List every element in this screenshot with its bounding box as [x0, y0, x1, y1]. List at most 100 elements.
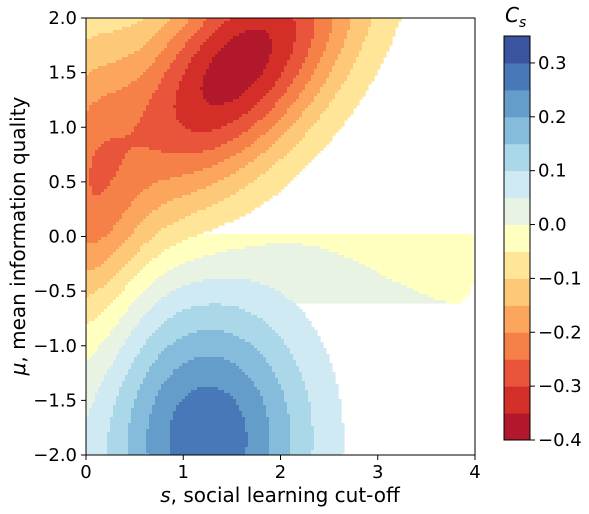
contour-cell [86, 75, 141, 79]
contour-cell [287, 408, 312, 412]
colorbar-tick-label: 0.1 [538, 161, 567, 182]
contour-cell [275, 102, 294, 106]
contour-cell [107, 369, 129, 373]
contour-cell [119, 294, 141, 298]
contour-cell [293, 42, 312, 46]
contour-cell [119, 321, 141, 325]
colorbar-level [504, 359, 530, 387]
contour-cell [254, 105, 276, 109]
contour-cell [335, 96, 363, 100]
contour-cell [281, 72, 300, 76]
contour-cell [344, 39, 366, 43]
contour-cell [287, 405, 312, 409]
contour-cell [344, 81, 372, 85]
contour-cell [275, 84, 291, 88]
contour-cell [86, 21, 138, 25]
contour-cell [293, 123, 315, 127]
contour-cell [86, 330, 111, 334]
contour-cell [293, 51, 309, 55]
contour-cell [134, 51, 162, 55]
contour-cell [305, 132, 336, 136]
contour-cell [278, 138, 303, 142]
contour-cell [170, 18, 189, 22]
contour-cell [221, 303, 297, 307]
contour-cell [302, 66, 318, 70]
contour-cell [341, 87, 369, 91]
contour-cell [146, 372, 174, 376]
contour-cell [302, 90, 321, 94]
contour-cell [161, 252, 216, 256]
contour-cell [218, 51, 273, 55]
contour-cell [143, 291, 171, 295]
contour-cell [155, 399, 183, 403]
contour-cell [134, 228, 162, 232]
contour-cell [266, 150, 291, 154]
contour-cell [140, 384, 162, 388]
colorbar-tick-label: −0.1 [538, 268, 582, 289]
contour-cell [290, 54, 309, 58]
contour-cell [176, 408, 240, 412]
contour-cell [86, 48, 141, 52]
contour-cell [170, 447, 246, 451]
contour-cell [86, 303, 111, 307]
contour-cell [86, 123, 138, 127]
contour-cell [401, 282, 474, 286]
contour-cell [335, 60, 357, 64]
colorbar-level [504, 116, 530, 145]
contour-cell [152, 306, 192, 310]
contour-cell [158, 84, 180, 88]
contour-cell [311, 417, 342, 421]
contour-cell [170, 453, 246, 455]
contour-cell [194, 357, 225, 361]
contour-cell [302, 114, 321, 118]
contour-cell [296, 144, 327, 148]
contour-cell [248, 438, 270, 442]
contour-cell [140, 387, 162, 391]
contour-cell [176, 54, 195, 58]
contour-cell [329, 75, 348, 79]
contour-cell [86, 168, 90, 172]
contour-cell [260, 174, 297, 178]
contour-cell [155, 279, 204, 283]
contour-cell [266, 66, 285, 70]
contour-cell [191, 390, 225, 394]
contour-cell [224, 21, 297, 25]
contour-cell [86, 63, 108, 67]
contour-cell [98, 390, 120, 394]
contour-cell [308, 396, 339, 400]
contour-cell [113, 228, 135, 232]
contour-cell [95, 396, 117, 400]
contour-cell [146, 375, 171, 379]
contour-cell [239, 96, 264, 100]
contour-cell [269, 450, 291, 454]
contour-cell [215, 147, 246, 151]
contour-cell [266, 411, 288, 415]
contour-cell [266, 414, 291, 418]
contour-cell [173, 222, 225, 226]
contour-cell [152, 237, 189, 241]
contour-cell [296, 36, 315, 40]
contour-cell [182, 27, 201, 31]
contour-cell [269, 285, 408, 289]
contour-cell [149, 423, 171, 427]
contour-cell [107, 234, 132, 238]
contour-cell [161, 78, 183, 82]
contour-cell [203, 78, 258, 82]
contour-cell [86, 345, 99, 349]
contour-cell [149, 66, 171, 70]
contour-cell [371, 21, 399, 25]
contour-cell [230, 174, 261, 178]
contour-cell [182, 399, 237, 403]
contour-cell [329, 102, 360, 106]
contour-cell [392, 279, 474, 283]
contour-cell [269, 36, 297, 40]
contour-cell [107, 186, 150, 190]
contour-cell [86, 180, 90, 184]
contour-cell [224, 390, 261, 394]
contour-cell [86, 381, 102, 385]
contour-cell [125, 378, 144, 382]
contour-cell [161, 51, 180, 55]
contour-cell [98, 387, 120, 391]
contour-cell [320, 60, 336, 64]
contour-cell [131, 411, 153, 415]
